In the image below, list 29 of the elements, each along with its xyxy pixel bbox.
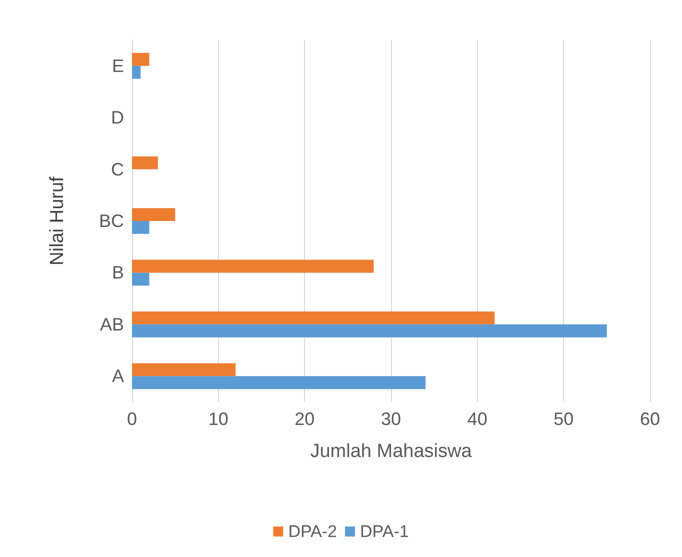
bar [132, 260, 374, 273]
x-tick-label: 10 [208, 409, 228, 429]
bar [132, 156, 158, 170]
bar [132, 363, 236, 376]
bar [132, 312, 495, 324]
bar [132, 208, 176, 221]
y-tick-label: E [112, 56, 124, 76]
bar [132, 221, 150, 234]
x-tick-label: 40 [467, 409, 488, 429]
bar [132, 52, 150, 66]
x-axis-title: Jumlah Mahasiswa [310, 441, 472, 462]
bar [132, 324, 607, 338]
legend-label: DPA-2 [288, 522, 338, 541]
legend-label: DPA-1 [360, 522, 409, 541]
x-tick-label: 20 [294, 409, 315, 429]
y-tick-label: C [111, 159, 124, 180]
bar [132, 376, 426, 390]
x-tick-label: 0 [126, 409, 138, 429]
y-tick-label: D [111, 108, 124, 128]
y-tick-label: AB [100, 314, 124, 334]
x-tick-label: 30 [380, 409, 402, 429]
y-tick-label: B [112, 262, 124, 283]
x-tick-label: 60 [640, 409, 660, 429]
y-tick-label: A [112, 366, 124, 386]
y-tick-label: BC [98, 211, 124, 231]
bar [132, 66, 141, 79]
y-axis-title: Nilai Huruf [47, 176, 68, 266]
bar [132, 272, 150, 286]
x-tick-label: 50 [554, 409, 574, 429]
